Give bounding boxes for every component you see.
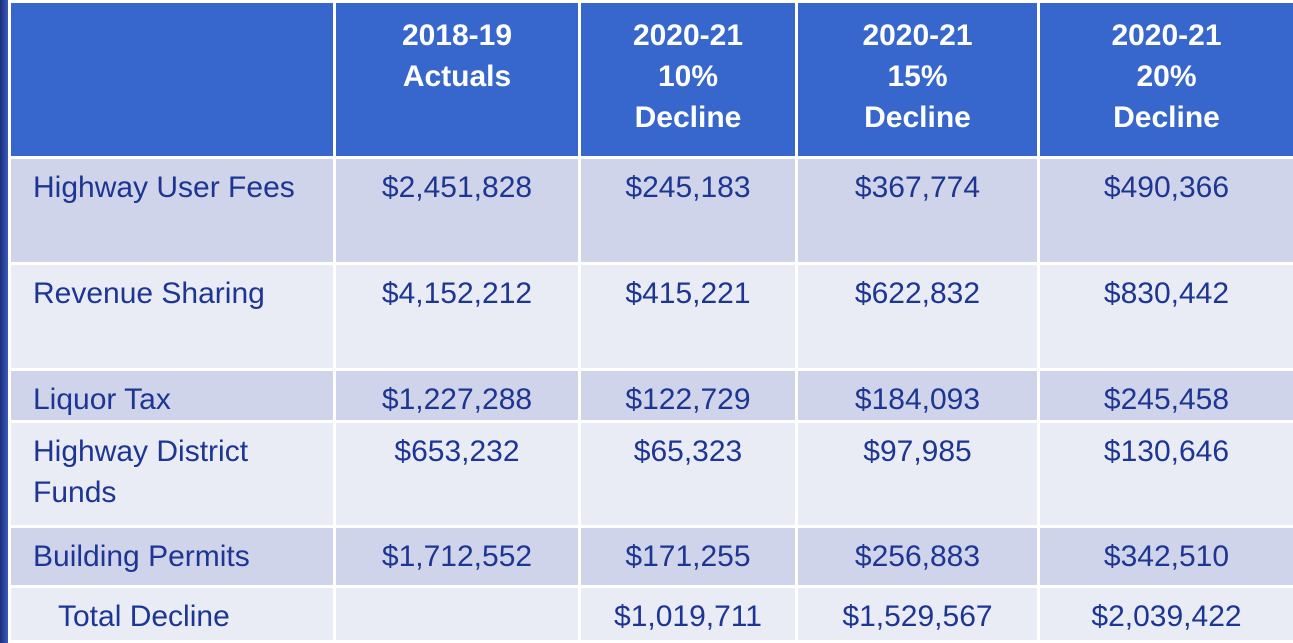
row-label: Revenue Sharing bbox=[8, 262, 336, 371]
value-cell: $653,232 bbox=[333, 420, 581, 528]
row-label: Liquor Tax bbox=[8, 368, 336, 423]
table-row: Revenue Sharing $4,152,212 $415,221 $622,83… bbox=[8, 262, 1293, 371]
header-cell: 2020-21 20% Decline bbox=[1037, 0, 1293, 159]
total-label: Total Decline bbox=[8, 585, 336, 643]
revenue-table: 2018-19 Actuals 2020-21 10% Decline 2020-2… bbox=[8, 0, 1293, 643]
table-row: Highway District Funds $653,232 $65,323 $97… bbox=[8, 420, 1293, 528]
value-cell: $490,366 bbox=[1037, 156, 1293, 265]
header-cell: 2018-19 Actuals bbox=[333, 0, 581, 159]
value-cell: $184,093 bbox=[795, 368, 1040, 423]
value-cell: $122,729 bbox=[578, 368, 798, 423]
row-label: Highway User Fees bbox=[8, 156, 336, 265]
table-body: Highway User Fees $2,451,828 $245,183 $367,… bbox=[8, 156, 1293, 643]
row-label: Building Permits bbox=[8, 525, 336, 588]
value-cell: $171,255 bbox=[578, 525, 798, 588]
value-cell: $830,442 bbox=[1037, 262, 1293, 371]
value-cell: $97,985 bbox=[795, 420, 1040, 528]
value-cell: $415,221 bbox=[578, 262, 798, 371]
value-cell: $65,323 bbox=[578, 420, 798, 528]
total-value: $1,529,567 bbox=[795, 585, 1040, 643]
value-cell: $245,183 bbox=[578, 156, 798, 265]
value-cell: $1,227,288 bbox=[333, 368, 581, 423]
value-cell: $367,774 bbox=[795, 156, 1040, 265]
row-label: Highway District Funds bbox=[8, 420, 336, 528]
table-row: Liquor Tax $1,227,288 $122,729 $184,093 $245… bbox=[8, 368, 1293, 423]
value-cell: $622,832 bbox=[795, 262, 1040, 371]
value-cell: $256,883 bbox=[795, 525, 1040, 588]
value-cell: $342,510 bbox=[1037, 525, 1293, 588]
header-row: 2018-19 Actuals 2020-21 10% Decline 2020-2… bbox=[8, 0, 1293, 159]
table-row: Building Permits $1,712,552 $171,255 $256,8… bbox=[8, 525, 1293, 588]
total-value: $1,019,711 bbox=[578, 585, 798, 643]
value-cell: $4,152,212 bbox=[333, 262, 581, 371]
value-cell: $2,451,828 bbox=[333, 156, 581, 265]
header-corner bbox=[8, 0, 336, 159]
value-cell: $1,712,552 bbox=[333, 525, 581, 588]
empty-cell bbox=[333, 585, 581, 643]
total-value: $2,039,422 bbox=[1037, 585, 1293, 643]
total-row: Total Decline $1,019,711 $1,529,567 $2,039,… bbox=[8, 585, 1293, 643]
header-cell: 2020-21 10% Decline bbox=[578, 0, 798, 159]
table-row: Highway User Fees $2,451,828 $245,183 $367,… bbox=[8, 156, 1293, 265]
value-cell: $130,646 bbox=[1037, 420, 1293, 528]
value-cell: $245,458 bbox=[1037, 368, 1293, 423]
header-cell: 2020-21 15% Decline bbox=[795, 0, 1040, 159]
table-head: 2018-19 Actuals 2020-21 10% Decline 2020-2… bbox=[8, 0, 1293, 159]
table-wrap: 2018-19 Actuals 2020-21 10% Decline 2020-2… bbox=[8, 0, 1293, 643]
